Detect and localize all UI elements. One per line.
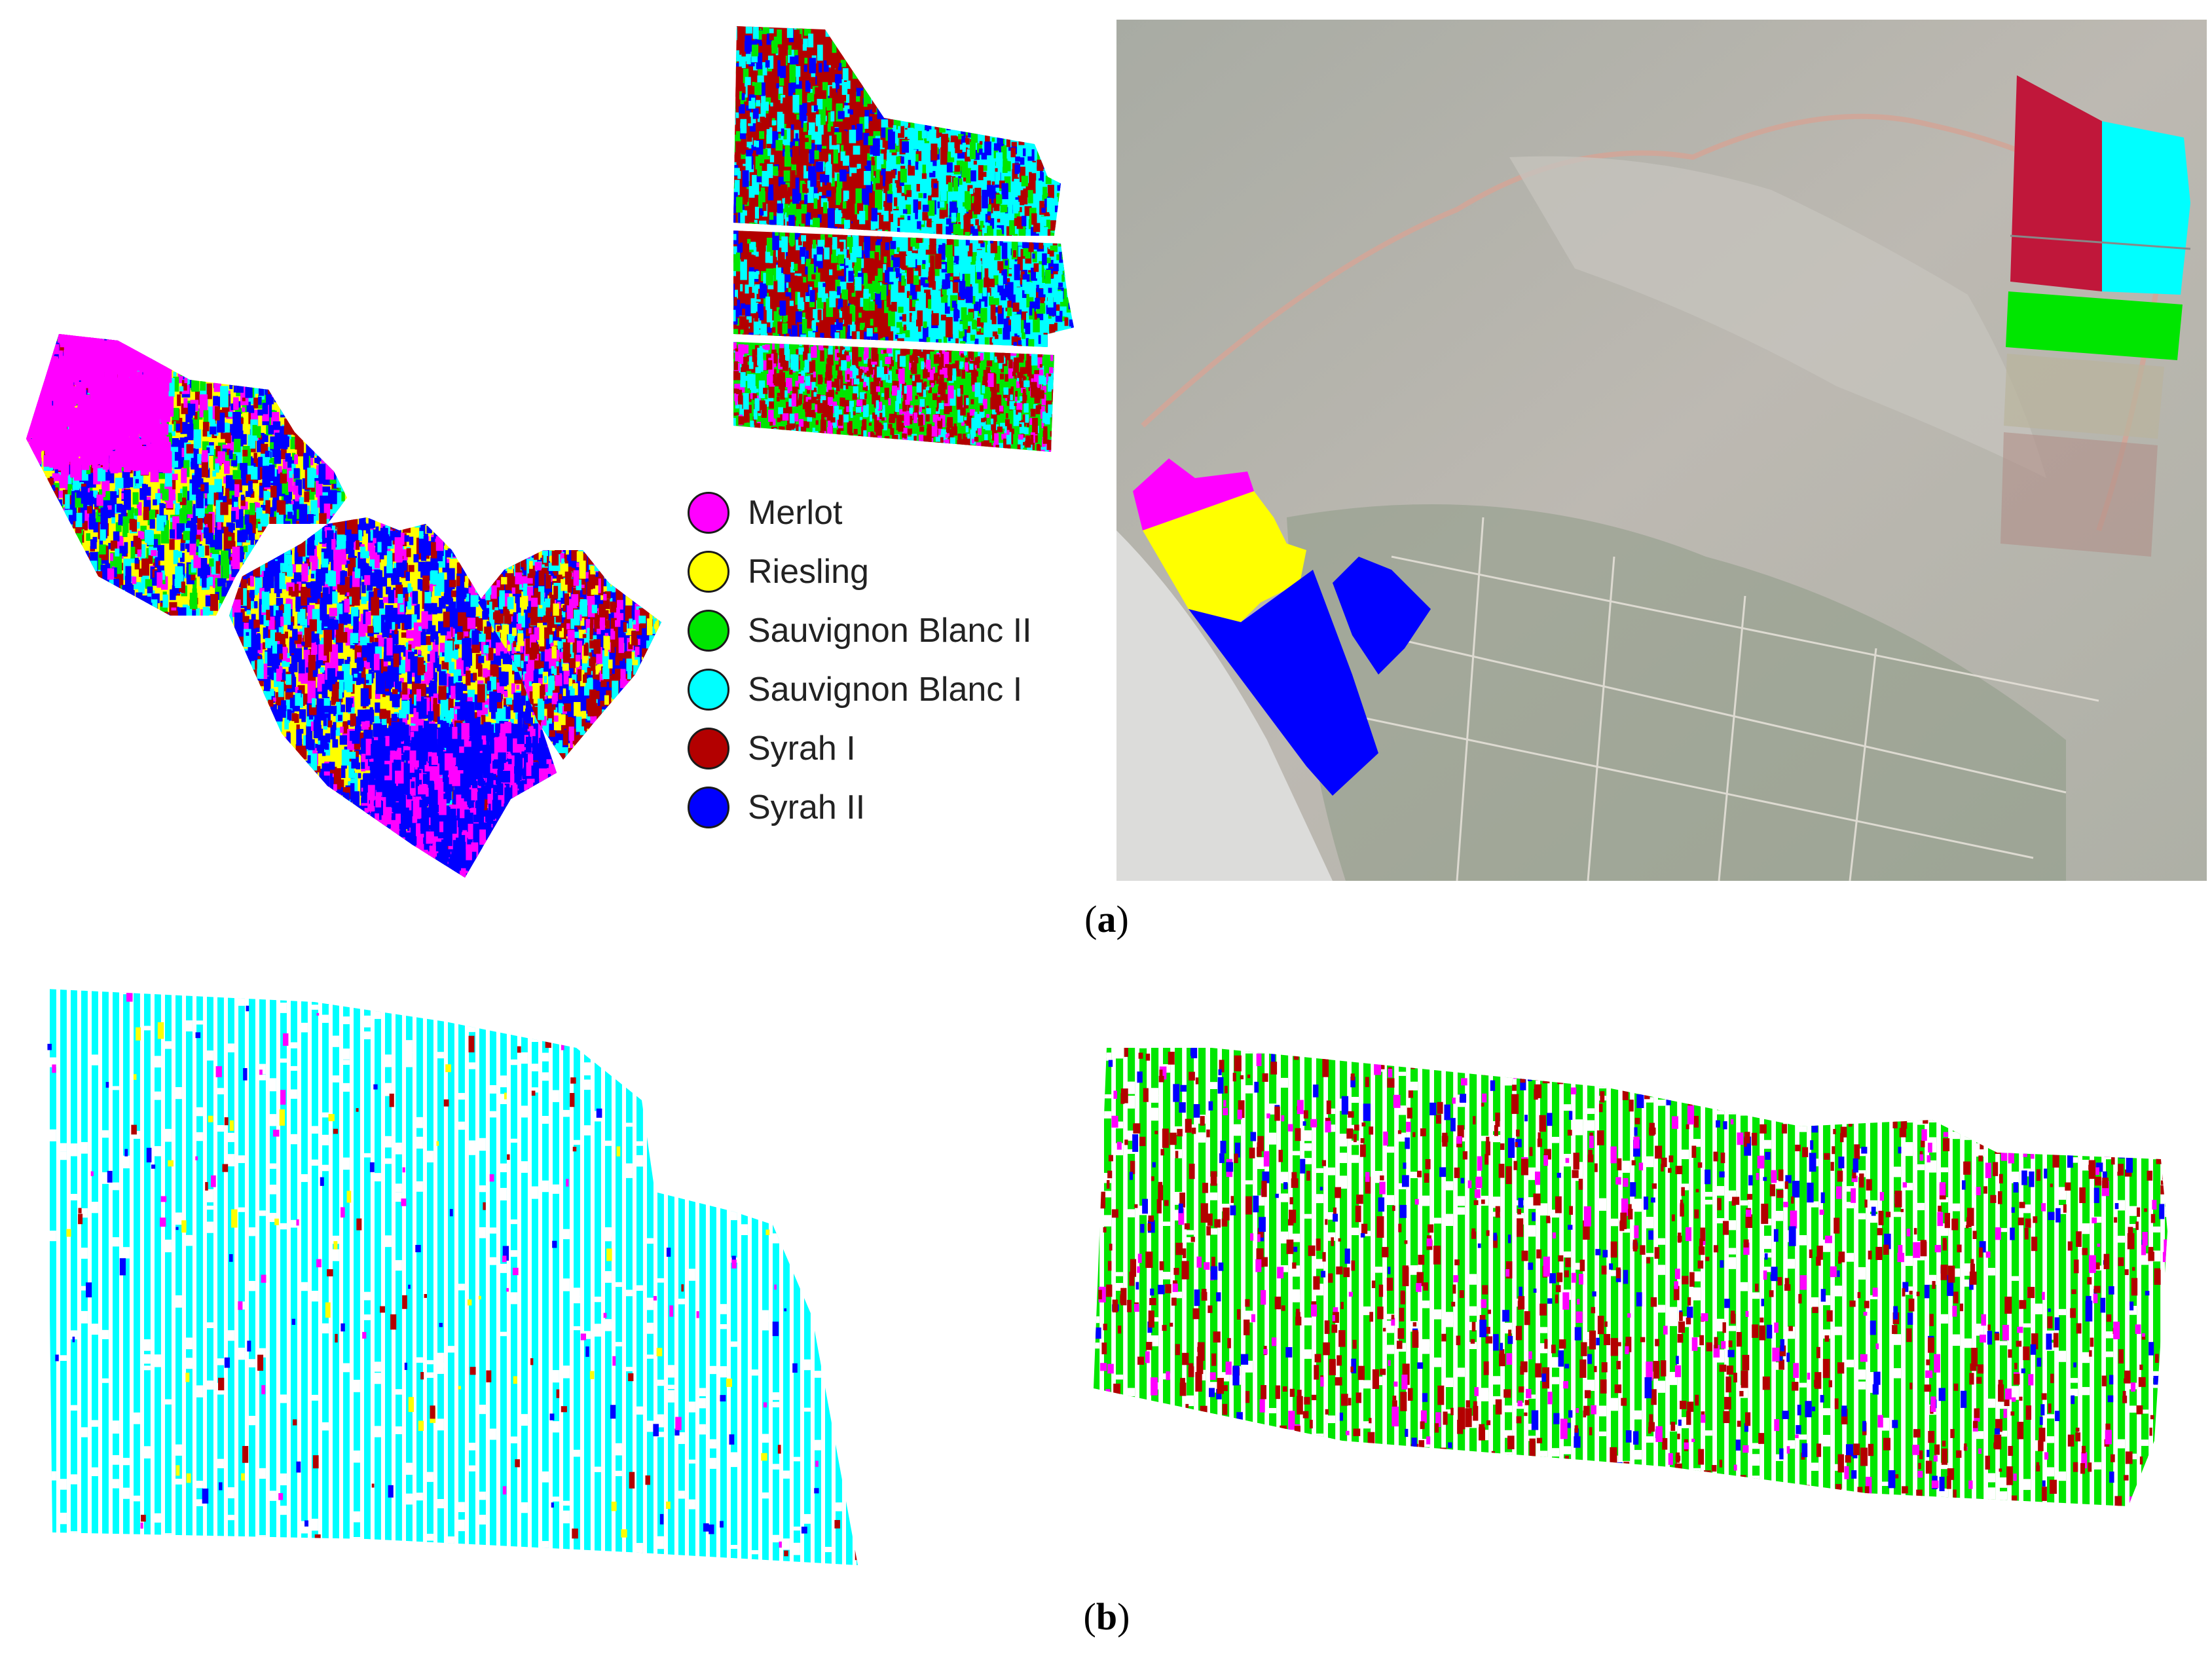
overlay-riesling	[1143, 491, 1306, 622]
legend-label-sauvignon-blanc-i: Sauvignon Blanc I	[748, 671, 1023, 709]
block-syrah-i-sauvignon-i-middle	[733, 231, 1074, 347]
overlay-sauvignon-blanc-i	[2102, 121, 2190, 295]
classification-map-northeast	[707, 20, 1074, 465]
legend-swatch-riesling	[688, 551, 729, 593]
caption-a: (a)	[1084, 898, 1129, 940]
zoom-map-sauvignon-blanc-ii	[1080, 1035, 2194, 1519]
overlay-sauvignon-blanc-ii	[2006, 291, 2183, 360]
satellite-image	[1116, 20, 2207, 881]
bare-ground	[1509, 156, 2046, 479]
coastline	[1116, 530, 1333, 881]
zoom-map-sauvignon-blanc-i	[39, 976, 864, 1578]
block-syrah-i-sauvignon-i-top	[733, 26, 1061, 236]
legend-label-syrah-i: Syrah I	[748, 730, 856, 768]
overlay-merlot	[1133, 458, 1254, 530]
legend-swatch-sauvignon-blanc-ii	[688, 610, 729, 652]
legend-item-syrah-ii: Syrah II	[688, 778, 1094, 837]
overlay-syrah-ii	[1189, 570, 1378, 796]
legend-label-sauvignon-blanc-ii: Sauvignon Blanc II	[748, 612, 1032, 650]
legend-label-riesling: Riesling	[748, 553, 869, 591]
legend-item-sauvignon-blanc-i: Sauvignon Blanc I	[688, 660, 1094, 719]
classification-map-west	[20, 327, 674, 891]
vineyard-fields	[1287, 504, 2066, 881]
legend-swatch-syrah-ii	[688, 787, 729, 828]
legend-swatch-sauvignon-blanc-i	[688, 669, 729, 711]
legend-item-riesling: Riesling	[688, 542, 1094, 601]
legend-label-syrah-ii: Syrah II	[748, 788, 866, 826]
legend-item-merlot: Merlot	[688, 483, 1094, 542]
legend: Merlot Riesling Sauvignon Blanc II Sauvi…	[688, 483, 1094, 837]
legend-swatch-merlot	[688, 492, 729, 534]
caption-b: (b)	[1083, 1595, 1130, 1638]
legend-item-syrah-i: Syrah I	[688, 719, 1094, 778]
legend-label-merlot: Merlot	[748, 494, 843, 532]
overlay-syrah-ii-east	[1333, 557, 1431, 675]
block-sauvignon-ii	[733, 342, 1054, 452]
legend-swatch-syrah-i	[688, 728, 729, 769]
legend-item-sauvignon-blanc-ii: Sauvignon Blanc II	[688, 601, 1094, 660]
